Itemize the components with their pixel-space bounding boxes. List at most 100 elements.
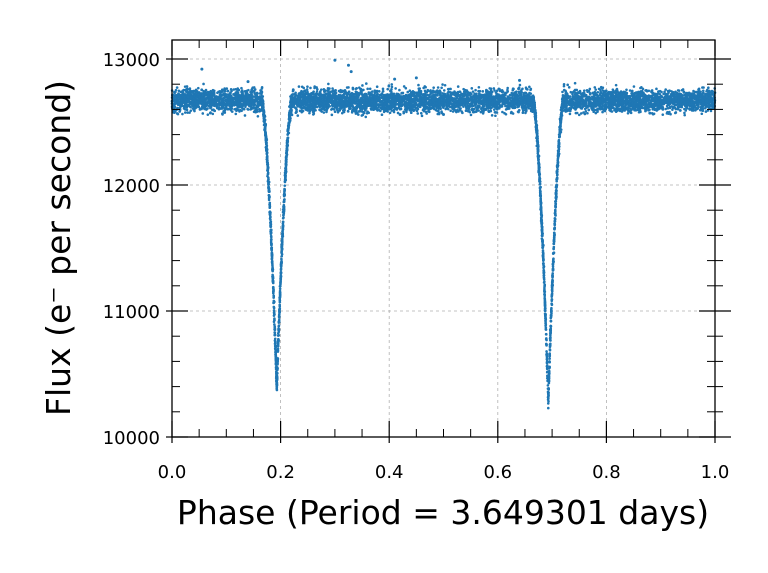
data-point: [300, 85, 304, 89]
data-point: [702, 86, 705, 89]
data-points: [170, 58, 717, 410]
data-point: [601, 89, 605, 92]
data-point: [390, 83, 394, 86]
data-point: [419, 111, 423, 115]
data-point: [505, 91, 508, 95]
data-point: [303, 90, 307, 93]
data-point: [455, 95, 458, 99]
data-point: [665, 104, 669, 108]
data-point: [309, 86, 312, 90]
data-point: [588, 87, 592, 91]
data-point: [614, 110, 618, 114]
data-point: [243, 114, 247, 117]
data-point: [421, 96, 424, 100]
data-point: [442, 89, 446, 92]
data-point: [674, 90, 677, 94]
data-point: [404, 86, 408, 90]
data-point: [511, 87, 515, 90]
data-point: [593, 86, 597, 89]
data-point: [445, 106, 448, 109]
data-point: [462, 87, 465, 91]
data-point: [664, 88, 667, 91]
data-point: [302, 106, 305, 110]
data-point: [206, 113, 210, 116]
data-point: [451, 107, 454, 110]
data-point: [185, 85, 189, 88]
data-point: [408, 89, 412, 93]
data-point: [361, 84, 364, 87]
data-point: [178, 110, 181, 113]
data-point: [562, 82, 566, 86]
data-point: [311, 110, 315, 114]
data-point: [381, 87, 385, 91]
data-point: [362, 101, 366, 104]
data-point: [683, 107, 686, 111]
data-point: [478, 92, 481, 95]
data-point: [477, 109, 480, 112]
data-point: [579, 112, 583, 115]
data-point: [669, 99, 672, 103]
data-point: [703, 106, 707, 110]
data-point: [202, 82, 205, 86]
data-point: [469, 97, 472, 100]
data-point: [671, 108, 674, 111]
data-point: [249, 108, 252, 111]
data-point: [594, 88, 598, 91]
data-point: [364, 109, 367, 112]
data-point: [569, 90, 573, 94]
data-point: [340, 111, 344, 115]
data-point: [253, 88, 257, 91]
data-point: [481, 106, 484, 109]
data-point: [300, 109, 304, 112]
data-point: [330, 113, 334, 117]
data-point: [177, 89, 181, 93]
data-point: [368, 87, 372, 91]
data-point: [498, 107, 501, 110]
data-point: [494, 114, 497, 118]
data-point: [437, 109, 440, 113]
data-point: [588, 91, 592, 95]
data-point: [510, 91, 514, 95]
data-point: [301, 104, 305, 107]
data-point: [320, 110, 324, 113]
data-point: [626, 111, 630, 115]
data-point: [400, 92, 403, 95]
data-point: [317, 99, 321, 103]
data-point: [426, 89, 430, 93]
data-point: [308, 105, 312, 108]
data-point: [409, 111, 413, 114]
data-point: [327, 82, 330, 86]
data-point: [463, 103, 466, 106]
data-point: [493, 108, 496, 111]
data-point: [653, 92, 657, 95]
data-point: [630, 94, 633, 97]
data-point: [331, 87, 334, 90]
data-point: [683, 113, 686, 117]
data-point: [599, 90, 602, 94]
data-point: [521, 109, 525, 112]
data-point: [679, 109, 682, 112]
data-point: [647, 108, 650, 112]
data-point: [674, 103, 678, 107]
data-point: [448, 105, 452, 109]
data-point: [299, 91, 302, 95]
data-point: [426, 107, 429, 110]
data-point: [423, 89, 427, 93]
data-point: [295, 108, 298, 111]
data-point: [232, 97, 235, 101]
data-point: [377, 90, 381, 93]
data-point: [260, 87, 264, 90]
data-point: [312, 91, 315, 94]
data-point: [342, 108, 346, 112]
data-point: [681, 88, 685, 91]
data-point: [471, 107, 474, 111]
data-point: [188, 111, 191, 114]
data-point: [404, 94, 407, 98]
data-point: [229, 88, 233, 91]
data-point: [436, 86, 440, 89]
data-point: [674, 111, 677, 115]
data-point: [501, 110, 504, 114]
data-point: [447, 90, 450, 94]
data-point: [506, 97, 509, 101]
data-point: [528, 91, 531, 95]
